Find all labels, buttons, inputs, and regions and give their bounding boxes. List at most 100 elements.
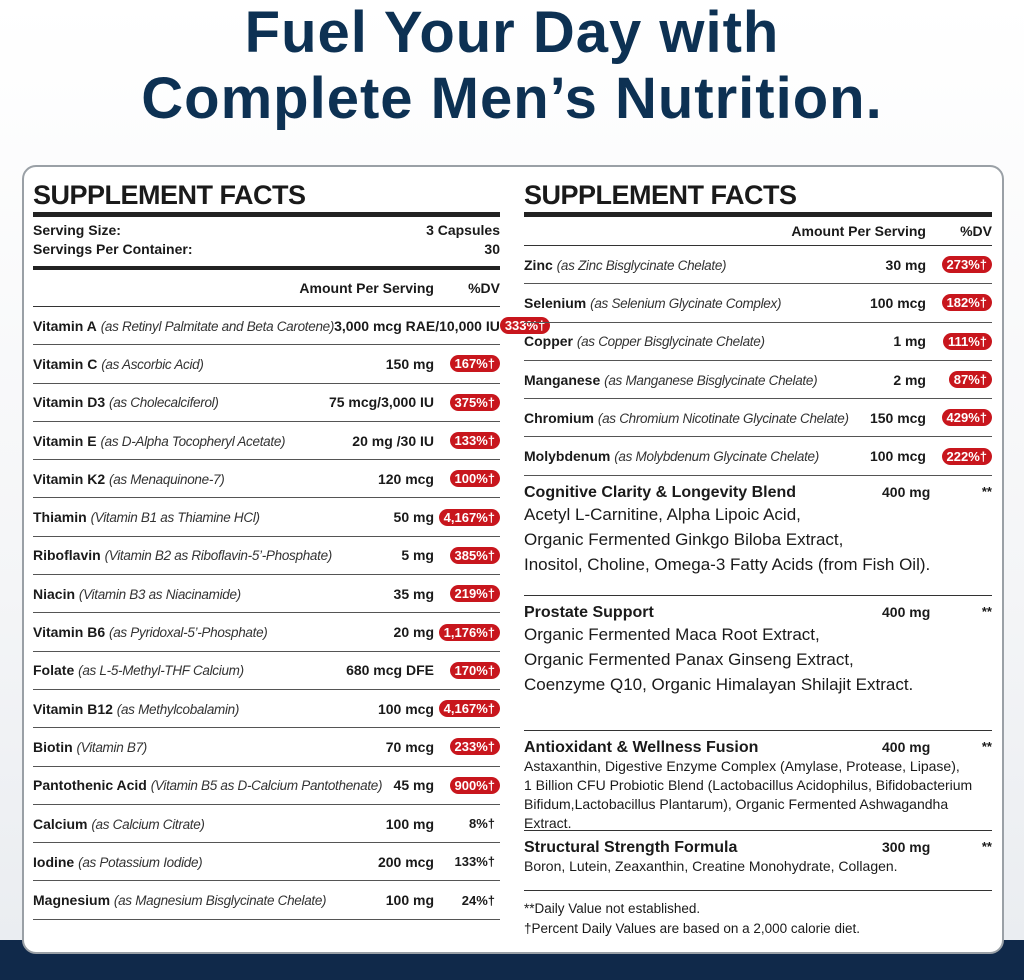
nutrient-row: Selenium (as Selenium Glycinate Complex)… — [524, 284, 992, 323]
nutrient-source: (as Copper Bisglycinate Chelate) — [576, 334, 765, 350]
nutrient-source: (as Manganese Bisglycinate Chelate) — [604, 372, 818, 388]
nutrient-source: (as Ascorbic Acid) — [101, 356, 204, 372]
nutrient: Magnesium (as Magnesium Bisglycinate Che… — [33, 892, 386, 908]
blend: Antioxidant & Wellness Fusion 400 mg ** Ast… — [524, 731, 992, 831]
nutrient-name: Molybdenum — [524, 448, 611, 465]
amount: 5 mg — [401, 547, 434, 564]
nutrient-name: Vitamin K2 — [33, 470, 106, 487]
nutrient-row: Biotin (Vitamin B7) 70 mcg 233%† — [33, 728, 500, 767]
dv-value: 273%† — [941, 256, 992, 274]
nutrient-row: Vitamin B12 (as Methylcobalamin) 100 mcg 4… — [33, 690, 500, 729]
dv-value: 375%† — [449, 393, 500, 411]
nutrient-row: Calcium (as Calcium Citrate) 100 mg 8%† — [33, 805, 500, 844]
daily-value: 219%† — [434, 585, 500, 603]
nutrient-name: Vitamin D3 — [33, 394, 106, 411]
nutrient-source: (as Chromium Nicotinate Glycinate Chelat… — [597, 410, 849, 426]
nutrient: Pantothenic Acid (Vitamin B5 as D-Calciu… — [33, 777, 394, 793]
nutrient: Vitamin A (as Retinyl Palmitate and Beta… — [33, 318, 334, 334]
amount-header: Amount Per Serving %DV — [524, 217, 992, 246]
nutrient-name: Calcium — [33, 815, 88, 832]
nutrient-row: Zinc (as Zinc Bisglycinate Chelate) 30 mg… — [524, 246, 992, 285]
blend-dv: ** — [981, 483, 992, 499]
right-column: SUPPLEMENT FACTS Amount Per Serving %DV Z… — [524, 178, 992, 939]
nutrient-name: Vitamin B6 — [33, 624, 106, 641]
nutrient-row: Folate (as L-5-Methyl-THF Calcium) 680 mc… — [33, 652, 500, 690]
nutrient-row: Vitamin E (as D-Alpha Tocopheryl Acetate… — [33, 422, 500, 461]
serving-row: Servings Per Container: 30 — [33, 241, 500, 260]
nutrient-name: Vitamin C — [33, 355, 98, 372]
nutrient-name: Thiamin — [33, 509, 87, 526]
dv-value: 87%† — [948, 371, 992, 389]
nutrient-row: Pantothenic Acid (Vitamin B5 as D-Calciu… — [33, 767, 500, 805]
nutrient-row: Vitamin D3 (as Cholecalciferol) 75 mcg/3,… — [33, 384, 500, 422]
nutrient-name: Copper — [524, 333, 573, 350]
nutrient-source: (as Cholecalciferol) — [109, 395, 219, 411]
blend-header: Cognitive Clarity & Longevity Blend 400 m… — [524, 484, 992, 502]
blend-ingredients: Inositol, Choline, Omega-3 Fatty Acids (… — [524, 554, 931, 574]
nutrient-name: Manganese — [524, 371, 601, 388]
daily-value: 385%† — [434, 546, 500, 564]
nutrient-source: (as Pyridoxal-5’-Phosphate) — [109, 625, 268, 641]
daily-value: 182%† — [926, 294, 992, 312]
nutrient-row: Magnesium (as Magnesium Bisglycinate Che… — [33, 881, 500, 920]
value: 3 Capsules — [426, 222, 500, 238]
dv-value: 133%† — [449, 432, 500, 450]
nutrient: Biotin (Vitamin B7) — [33, 739, 386, 755]
blend-name: Structural Strength Formula — [524, 838, 738, 856]
daily-value: 133%† — [434, 432, 500, 450]
blend-ingredients: Bifidum,Lactobacillus Plantarum), Organi… — [524, 795, 949, 831]
amount: 100 mg — [385, 815, 434, 832]
blend-ingredients: 1 Billion CFU Probiotic Blend (Lactobaci… — [524, 776, 973, 793]
daily-value: 222%† — [926, 447, 992, 465]
nutrient-source: (as Zinc Bisglycinate Chelate) — [556, 257, 727, 273]
amount: 100 mcg — [869, 448, 926, 465]
daily-value: 273%† — [926, 256, 992, 274]
label: Servings Per Container: — [33, 241, 193, 257]
nutrient: Iodine (as Potassium Iodide) — [33, 854, 378, 870]
daily-value: 4,167%† — [434, 508, 500, 526]
nutrient-source: (as Potassium Iodide) — [78, 854, 203, 870]
footnote: †Percent Daily Values are based on a 2,0… — [524, 920, 860, 936]
nutrient-name: Folate — [33, 662, 75, 679]
amount: 20 mg — [393, 624, 434, 641]
dv-value: 900%† — [449, 776, 500, 794]
daily-value: 375%† — [434, 393, 500, 411]
title-line: Complete Men’s Nutrition. — [141, 66, 883, 131]
nutrient-source: (as Menaquinone-7) — [109, 471, 225, 487]
amount: 100 mcg — [377, 700, 434, 717]
nutrient-row: Chromium (as Chromium Nicotinate Glycina… — [524, 399, 992, 438]
blend: Cognitive Clarity & Longevity Blend 400 m… — [524, 476, 992, 596]
daily-value: 167%† — [434, 355, 500, 373]
dv-value: 233%† — [449, 738, 500, 756]
amount: 100 mg — [385, 892, 434, 909]
amount: 3,000 mcg RAE/10,000 IU — [334, 317, 500, 334]
daily-value: 900%† — [434, 776, 500, 794]
label: %DV — [468, 280, 500, 296]
facts-title: SUPPLEMENT FACTS — [524, 178, 992, 217]
amount: 50 mg — [393, 509, 434, 526]
nutrient: Manganese (as Manganese Bisglycinate Che… — [524, 372, 893, 388]
nutrient-row: Vitamin K2 (as Menaquinone-7) 120 mcg 100%… — [33, 460, 500, 499]
label: Amount Per Serving — [299, 280, 434, 296]
header: Fuel Your Day with Complete Men’s Nutrit… — [0, 0, 1024, 132]
daily-value: 429%† — [926, 409, 992, 427]
serving-info: Serving Size: 3 Capsules Servings Per Con… — [33, 217, 500, 270]
amount: 70 mcg — [385, 738, 434, 755]
nutrient-source: (as L-5-Methyl-THF Calcium) — [78, 663, 244, 679]
blend: Structural Strength Formula 300 mg ** Boron… — [524, 831, 992, 891]
nutrient-row: Iodine (as Potassium Iodide) 200 mcg 133%† — [33, 843, 500, 882]
daily-value: 233%† — [434, 738, 500, 756]
nutrient-name: Vitamin E — [33, 432, 97, 449]
nutrient-source: (Vitamin B1 as Thiamine HCl) — [90, 510, 260, 526]
nutrient-source: (as D-Alpha Tocopheryl Acetate) — [100, 433, 286, 449]
title-line: Fuel Your Day with — [244, 0, 780, 65]
blend: Prostate Support 400 mg ** Organic Fermente… — [524, 596, 992, 731]
nutrient-row: Niacin (Vitamin B3 as Niacinamide) 35 mg 2… — [33, 575, 500, 614]
nutrient-row: Manganese (as Manganese Bisglycinate Che… — [524, 361, 992, 400]
nutrient-row: Vitamin A (as Retinyl Palmitate and Beta… — [33, 307, 551, 346]
dv-value: 219%† — [449, 585, 500, 603]
dv-value: 24%† — [461, 892, 495, 908]
amount: 2 mg — [893, 371, 926, 388]
nutrient: Chromium (as Chromium Nicotinate Glycina… — [524, 410, 870, 426]
